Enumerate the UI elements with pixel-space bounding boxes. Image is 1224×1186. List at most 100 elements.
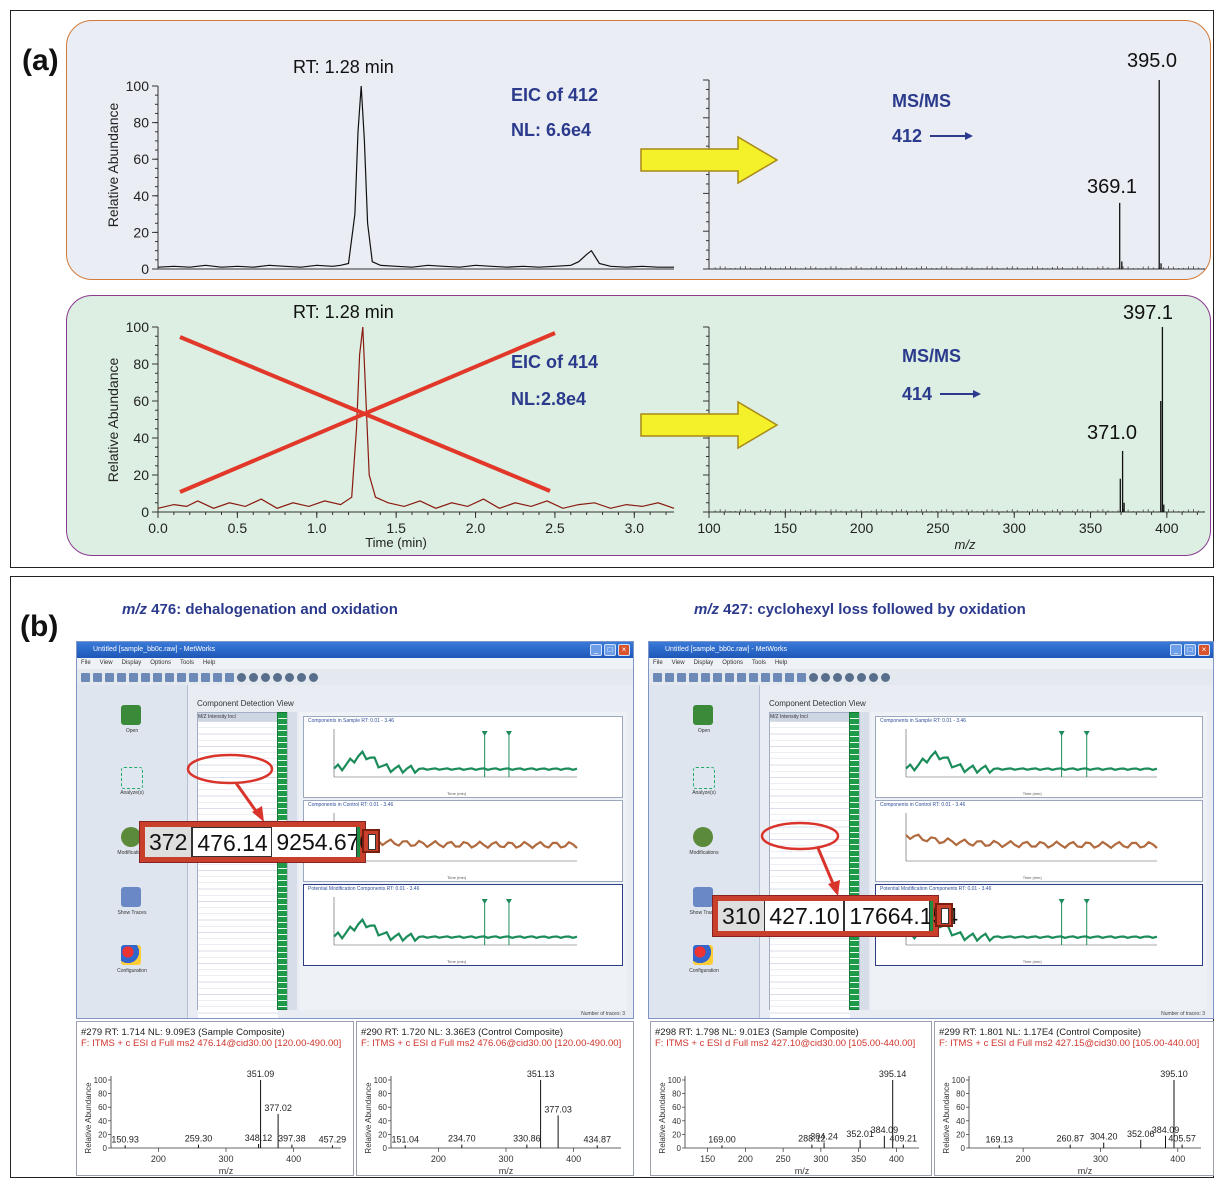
toolbar-button[interactable] <box>117 672 126 682</box>
toolbar-circle-button[interactable] <box>821 672 830 682</box>
menu-file[interactable]: File <box>81 660 91 666</box>
time-axis-label: Time (min) <box>1022 791 1042 796</box>
toolbar-circle-button[interactable] <box>881 672 890 682</box>
toolbar-circle-button[interactable] <box>833 672 842 682</box>
toolbar-button[interactable] <box>129 672 138 682</box>
zoom-include-checkbox[interactable] <box>357 827 381 857</box>
toolbar-button[interactable] <box>93 672 102 682</box>
toolbar-button[interactable] <box>177 672 186 682</box>
bottom-eic-line2: NL:2.8e4 <box>511 389 586 409</box>
table-scrollbar[interactable] <box>859 712 869 1010</box>
toolbar-circle-button[interactable] <box>273 672 282 682</box>
toolbar-button[interactable] <box>677 672 686 682</box>
table-rows <box>198 722 278 1018</box>
toolbar-button[interactable] <box>213 672 222 682</box>
toolbar-button[interactable] <box>81 672 90 682</box>
maximize-icon[interactable]: □ <box>604 644 616 656</box>
toolbar-circle-button[interactable] <box>857 672 866 682</box>
toolbar-button[interactable] <box>653 672 662 682</box>
toolbar-circle-button[interactable] <box>869 672 878 682</box>
toolbar-button[interactable] <box>701 672 710 682</box>
menu-options[interactable]: Options <box>722 660 743 666</box>
toolbar-button[interactable] <box>153 672 162 682</box>
toolbar-button[interactable] <box>713 672 722 682</box>
top-yellow-arrow-icon <box>640 135 779 185</box>
spectrum-y-tick-label: 20 <box>956 1130 965 1139</box>
modification-components-plot: Potential Modification Components RT: 0.… <box>303 884 623 966</box>
toolbar-circle-button[interactable] <box>237 672 246 682</box>
top-section <box>66 20 1211 280</box>
toolbar-circle-button[interactable] <box>249 672 258 682</box>
spectrum-peak-label: 304.24 <box>810 1132 838 1142</box>
menu-tools[interactable]: Tools <box>179 660 194 666</box>
show-traces-icon[interactable] <box>693 887 713 907</box>
toolbar-button[interactable] <box>225 672 234 682</box>
zoom-row-index: 372 <box>145 827 193 857</box>
menu-view[interactable]: View <box>99 660 113 666</box>
toolbar-button[interactable] <box>785 672 794 682</box>
top-rt-label: RT: 1.28 min <box>293 57 394 77</box>
spectrum-x-tick-label: 400 <box>889 1154 904 1164</box>
spectrum-peak-label: 384.09 <box>871 1125 899 1135</box>
x-tick-label: 1.5 <box>386 520 406 536</box>
control-trace <box>905 813 1158 862</box>
component-view-title: Component Detection View <box>197 699 294 708</box>
toolbar-button[interactable] <box>725 672 734 682</box>
menu-display[interactable]: Display <box>693 660 714 666</box>
zoom-include-checkbox[interactable] <box>930 901 954 931</box>
toolbar-button[interactable] <box>665 672 674 682</box>
toolbar-button[interactable] <box>689 672 698 682</box>
toolbar-circle-button[interactable] <box>845 672 854 682</box>
analyze-icon[interactable] <box>121 767 143 789</box>
modifications-icon[interactable] <box>121 827 141 847</box>
toolbar-button[interactable] <box>761 672 770 682</box>
toolbar-button[interactable] <box>189 672 198 682</box>
toolbar-button[interactable] <box>105 672 114 682</box>
configuration-icon[interactable] <box>121 945 141 965</box>
bottom-eic-line1: EIC of 414 <box>511 352 598 372</box>
toolbar-circle-button[interactable] <box>285 672 294 682</box>
spectrum-peak-label: 352.06 <box>1127 1129 1155 1139</box>
minimize-icon[interactable]: _ <box>1170 644 1182 656</box>
toolbar-button[interactable] <box>165 672 174 682</box>
close-icon[interactable]: × <box>1198 644 1210 656</box>
toolbar-button[interactable] <box>141 672 150 682</box>
toolbar-circle-button[interactable] <box>297 672 306 682</box>
menu-options[interactable]: Options <box>150 660 171 666</box>
spectrum-peak-label: 169.00 <box>708 1134 736 1144</box>
toolbar-button[interactable] <box>797 672 806 682</box>
menu-display[interactable]: Display <box>121 660 142 666</box>
time-axis-label: Time (min) <box>447 791 467 796</box>
toolbar-button[interactable] <box>201 672 210 682</box>
modifications-icon[interactable] <box>693 827 713 847</box>
analyze-icon[interactable] <box>693 767 715 789</box>
configuration-icon[interactable] <box>693 945 713 965</box>
menu-view[interactable]: View <box>671 660 685 666</box>
show-traces-icon[interactable] <box>121 887 141 907</box>
open-icon[interactable] <box>121 705 141 725</box>
toolbar-button[interactable] <box>749 672 758 682</box>
top-msms-chart <box>703 79 1205 270</box>
spectrum-x-tick-label: 300 <box>498 1154 513 1164</box>
toolbar-button[interactable] <box>737 672 746 682</box>
spectrum-y-tick-label: 20 <box>98 1130 107 1139</box>
top-eic-chart: 0 20 40 60 80 100 <box>126 78 674 277</box>
menu-tools[interactable]: Tools <box>751 660 766 666</box>
spectrum-peak-label: 234.70 <box>448 1134 476 1144</box>
mini-peak-marker-icon <box>505 731 512 736</box>
open-icon[interactable] <box>693 705 713 725</box>
toolbar-button[interactable] <box>773 672 782 682</box>
toolbar-circle-button[interactable] <box>261 672 270 682</box>
close-icon[interactable]: × <box>618 644 630 656</box>
maximize-icon[interactable]: □ <box>1184 644 1196 656</box>
toolbar-circle-button[interactable] <box>309 672 318 682</box>
bottom-msms-line2: 414 <box>902 384 932 404</box>
spectrum-header: #290 RT: 1.720 NL: 3.36E3 (Control Compo… <box>361 1027 564 1038</box>
menu-help[interactable]: Help <box>202 660 216 666</box>
menu-help[interactable]: Help <box>774 660 788 666</box>
spectrum-peak-label: 384.09 <box>1152 1125 1180 1135</box>
toolbar-circle-button[interactable] <box>809 672 818 682</box>
component-table[interactable]: M/Z Intensity Incl <box>769 712 851 1018</box>
menu-file[interactable]: File <box>653 660 663 666</box>
minimize-icon[interactable]: _ <box>590 644 602 656</box>
